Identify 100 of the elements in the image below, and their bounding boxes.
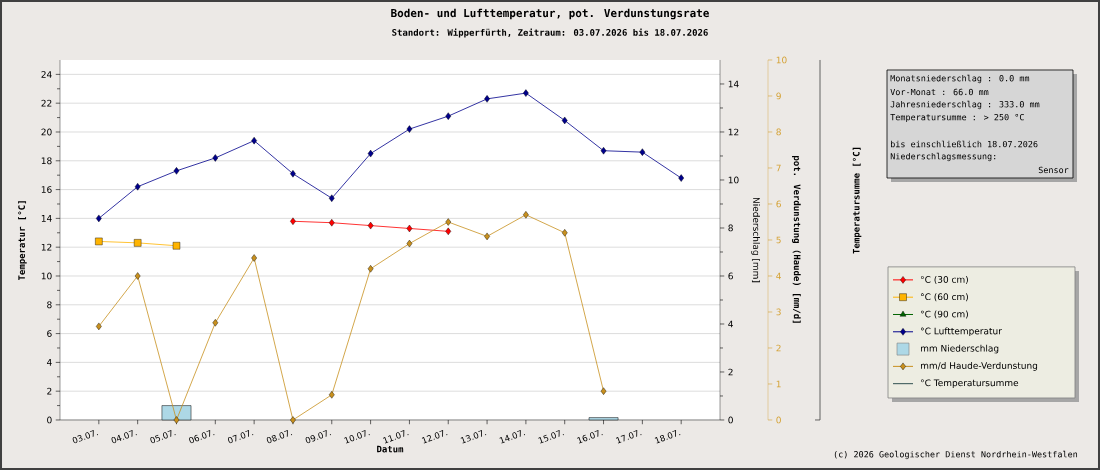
- text: Vor-Monat : 66.0 mm: [890, 88, 989, 96]
- point: [406, 125, 413, 133]
- x-tick-label: 10.07.: [344, 430, 370, 444]
- point: [134, 183, 141, 191]
- x-axis-title: Datum: [377, 445, 404, 453]
- point: [445, 227, 452, 236]
- point: [523, 211, 529, 219]
- point: [639, 148, 646, 156]
- y2-tick-label: 8: [728, 224, 733, 232]
- y3-tick-label: 0: [776, 416, 781, 424]
- y2-tick-label: 14: [728, 80, 739, 88]
- y3-tick-label: 4: [776, 272, 781, 280]
- legend-label: °C (90 cm): [921, 310, 968, 319]
- y-tick-label: 20: [41, 128, 52, 136]
- y2-tick-label: 10: [728, 176, 739, 184]
- point: [172, 242, 181, 250]
- x-tick-label: 16.07.: [577, 430, 603, 444]
- x-tick-label: 03.07.: [72, 430, 99, 444]
- y3-tick-label: 5: [776, 236, 781, 244]
- point: [95, 237, 103, 246]
- chart-subtitle: Standort: Wipperfürth, Zeitraum: 03.07.2026 bis 18.07.2026: [392, 28, 708, 38]
- x-tick-label: 06.07.: [189, 430, 215, 444]
- y3-tick-label: 6: [776, 200, 781, 208]
- point: [561, 116, 568, 125]
- x-tick-label: 13.07.: [460, 430, 487, 444]
- x-tick-label: 18.07.: [654, 430, 681, 444]
- y2-tick-label: 12: [728, 128, 739, 136]
- point: [406, 239, 413, 248]
- y-tick-label: 24: [41, 71, 52, 78]
- y2-tick-label: 6: [728, 272, 733, 280]
- y-tick-label: 8: [47, 301, 52, 309]
- x-tick-label: 08.07.: [266, 430, 293, 444]
- point: [445, 218, 452, 226]
- x-tick-label: 17.07.: [615, 430, 642, 444]
- legend-label: °C (60 cm): [921, 293, 968, 302]
- x-tick-label: 04.07.: [111, 430, 137, 444]
- point: [678, 174, 685, 182]
- x-tick-label: 11.07.: [383, 430, 409, 444]
- point: [290, 170, 296, 178]
- point: [212, 319, 219, 327]
- y-tick-label: 4: [46, 359, 52, 366]
- point: [406, 224, 413, 233]
- legend-label: mm/d Haude-Verdunstung: [921, 362, 1038, 371]
- legend-label: °C Lufttemperatur: [921, 327, 1002, 337]
- y-tick-label: 0: [47, 416, 52, 424]
- point: [484, 95, 490, 103]
- text: Temperatursumme : > 250 °C: [890, 113, 1024, 123]
- point: [367, 221, 374, 230]
- text: Sensor: [1038, 166, 1069, 174]
- point: [173, 416, 180, 424]
- y3-axis-title: pot. Verdunstung (Haude) [mm/d]: [792, 156, 801, 323]
- chart-title: Boden- und Lufttemperatur, pot. Verdunstungsrate: [391, 8, 709, 20]
- point: [367, 265, 374, 273]
- text: Jahresniederschlag : 333.0 mm: [890, 100, 1040, 110]
- text: (c) 2026 Geologischer Dienst Nordrhein-Westfalen: [834, 450, 1078, 460]
- legend-label: mm Niederschlag: [921, 344, 999, 354]
- text: Temperatursumme [°C]: [852, 147, 862, 254]
- point: [173, 167, 180, 175]
- legend-label: °C (30 cm): [921, 275, 968, 284]
- point: [251, 254, 257, 262]
- y3-tick-label: 10: [776, 56, 787, 64]
- point: [290, 217, 296, 225]
- y3-tick-label: 8: [776, 128, 781, 136]
- point: [600, 387, 607, 395]
- y3-tick-label: 1: [776, 380, 781, 388]
- y3-tick-label: 7: [776, 164, 781, 172]
- point: [328, 219, 335, 227]
- y-tick-label: 2: [47, 387, 52, 395]
- y-tick-label: 12: [41, 243, 52, 251]
- legend-label: °C Temperatursumme: [921, 379, 1019, 388]
- y2-axis-title: Niederschlag [mm]: [751, 197, 760, 283]
- x-tick-label: 05.07.: [150, 430, 176, 444]
- x-tick-label: 07.07.: [227, 430, 254, 444]
- y-tick-label: 10: [41, 272, 52, 280]
- y2-tick-label: 0: [728, 416, 733, 424]
- y-tick-label: 22: [41, 99, 52, 107]
- y2-tick-label: 4: [728, 320, 733, 328]
- text: bis einschließlich 18.07.2026: [891, 140, 1038, 148]
- point: [328, 194, 335, 202]
- y3-tick-label: 3: [776, 308, 781, 316]
- point: [561, 229, 568, 237]
- y3-tick-label: 2: [776, 344, 781, 352]
- y-tick-label: 14: [41, 215, 52, 222]
- y-tick-label: 16: [41, 186, 52, 193]
- point: [290, 416, 296, 424]
- y-tick-label: 6: [47, 330, 52, 337]
- text: Niederschlagsmessung:: [890, 152, 996, 162]
- x-tick-label: 09.07.: [305, 430, 331, 444]
- y-tick-label: 18: [41, 157, 52, 165]
- y-axis-title: Temperatur [°C]: [18, 201, 27, 281]
- x-tick-label: 15.07.: [538, 430, 564, 444]
- text: Monatsniederschlag : 0.0 mm: [890, 74, 1030, 84]
- y2-tick-label: 2: [728, 368, 733, 376]
- point: [328, 391, 335, 399]
- point: [212, 154, 219, 162]
- point: [523, 89, 529, 97]
- x-tick-label: 12.07.: [421, 430, 448, 444]
- point: [367, 149, 374, 158]
- point: [445, 112, 452, 120]
- y3-tick-label: 9: [776, 92, 781, 100]
